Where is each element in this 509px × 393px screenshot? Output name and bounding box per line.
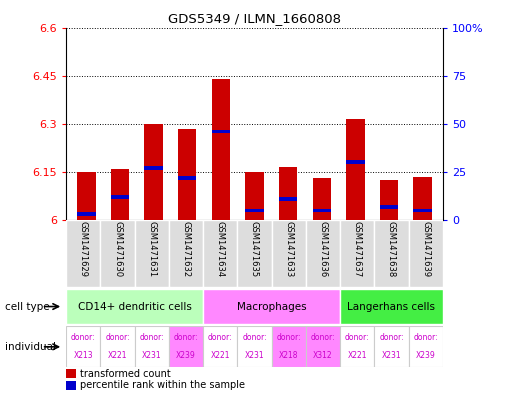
Text: X218: X218 bbox=[279, 351, 298, 360]
Text: GSM1471635: GSM1471635 bbox=[250, 221, 259, 277]
Bar bbox=[380, 205, 398, 209]
Bar bbox=[212, 79, 230, 220]
Text: transformed count: transformed count bbox=[80, 369, 171, 378]
Text: GSM1471636: GSM1471636 bbox=[319, 221, 327, 278]
Bar bbox=[279, 197, 297, 201]
Bar bbox=[178, 176, 196, 180]
Bar bbox=[413, 177, 432, 220]
Bar bbox=[306, 326, 340, 367]
Text: donor:: donor: bbox=[276, 333, 301, 342]
Bar bbox=[313, 209, 331, 212]
Text: X221: X221 bbox=[211, 351, 230, 360]
Text: donor:: donor: bbox=[242, 333, 267, 342]
Bar bbox=[203, 289, 340, 324]
Bar bbox=[111, 169, 129, 220]
Text: GSM1471634: GSM1471634 bbox=[216, 221, 225, 277]
Text: donor:: donor: bbox=[139, 333, 164, 342]
Bar bbox=[340, 220, 374, 287]
Bar bbox=[77, 212, 96, 216]
Bar bbox=[346, 119, 364, 220]
Bar bbox=[145, 166, 163, 170]
Text: GSM1471629: GSM1471629 bbox=[79, 221, 88, 277]
Text: donor:: donor: bbox=[310, 333, 335, 342]
Bar bbox=[374, 220, 409, 287]
Bar bbox=[340, 326, 374, 367]
Text: X213: X213 bbox=[73, 351, 93, 360]
Text: GSM1471639: GSM1471639 bbox=[421, 221, 430, 277]
Bar bbox=[66, 289, 203, 324]
Bar bbox=[66, 326, 100, 367]
Bar bbox=[66, 369, 75, 378]
Text: GSM1471631: GSM1471631 bbox=[147, 221, 156, 277]
Bar bbox=[66, 381, 75, 390]
Bar bbox=[272, 220, 306, 287]
Text: X231: X231 bbox=[245, 351, 264, 360]
Text: donor:: donor: bbox=[208, 333, 233, 342]
Bar bbox=[374, 326, 409, 367]
Bar bbox=[279, 167, 297, 220]
Bar bbox=[135, 220, 169, 287]
Text: cell type: cell type bbox=[5, 301, 50, 312]
Bar bbox=[245, 209, 264, 212]
Bar bbox=[66, 220, 100, 287]
Text: GSM1471632: GSM1471632 bbox=[182, 221, 190, 277]
Text: donor:: donor: bbox=[413, 333, 438, 342]
Bar bbox=[237, 220, 272, 287]
Text: donor:: donor: bbox=[105, 333, 130, 342]
Bar bbox=[245, 172, 264, 220]
Text: donor:: donor: bbox=[71, 333, 96, 342]
Bar bbox=[169, 220, 203, 287]
Bar bbox=[169, 326, 203, 367]
Text: Macrophages: Macrophages bbox=[237, 301, 306, 312]
Bar bbox=[203, 326, 237, 367]
Bar bbox=[409, 326, 443, 367]
Text: percentile rank within the sample: percentile rank within the sample bbox=[80, 380, 245, 390]
Text: X231: X231 bbox=[142, 351, 161, 360]
Bar bbox=[413, 209, 432, 212]
Text: X312: X312 bbox=[313, 351, 333, 360]
Bar bbox=[272, 326, 306, 367]
Text: X239: X239 bbox=[416, 351, 436, 360]
Text: X239: X239 bbox=[176, 351, 196, 360]
Bar bbox=[100, 220, 135, 287]
Bar bbox=[340, 289, 443, 324]
Bar bbox=[77, 172, 96, 220]
Bar bbox=[380, 180, 398, 220]
Bar bbox=[306, 220, 340, 287]
Text: donor:: donor: bbox=[174, 333, 199, 342]
Bar bbox=[135, 326, 169, 367]
Bar bbox=[145, 124, 163, 220]
Text: GSM1471633: GSM1471633 bbox=[284, 221, 293, 278]
Text: X221: X221 bbox=[108, 351, 127, 360]
Bar bbox=[346, 160, 364, 164]
Bar bbox=[111, 195, 129, 199]
Bar bbox=[409, 220, 443, 287]
Text: individual: individual bbox=[5, 342, 56, 352]
Bar bbox=[178, 129, 196, 220]
Bar bbox=[203, 220, 237, 287]
Title: GDS5349 / ILMN_1660808: GDS5349 / ILMN_1660808 bbox=[168, 12, 341, 25]
Bar bbox=[100, 326, 135, 367]
Bar bbox=[313, 178, 331, 220]
Text: X221: X221 bbox=[348, 351, 367, 360]
Bar bbox=[212, 130, 230, 134]
Text: GSM1471630: GSM1471630 bbox=[113, 221, 122, 277]
Text: donor:: donor: bbox=[345, 333, 370, 342]
Text: GSM1471637: GSM1471637 bbox=[353, 221, 362, 278]
Text: GSM1471638: GSM1471638 bbox=[387, 221, 396, 278]
Text: CD14+ dendritic cells: CD14+ dendritic cells bbox=[78, 301, 191, 312]
Text: donor:: donor: bbox=[379, 333, 404, 342]
Bar bbox=[237, 326, 272, 367]
Text: X231: X231 bbox=[382, 351, 401, 360]
Text: Langerhans cells: Langerhans cells bbox=[348, 301, 436, 312]
